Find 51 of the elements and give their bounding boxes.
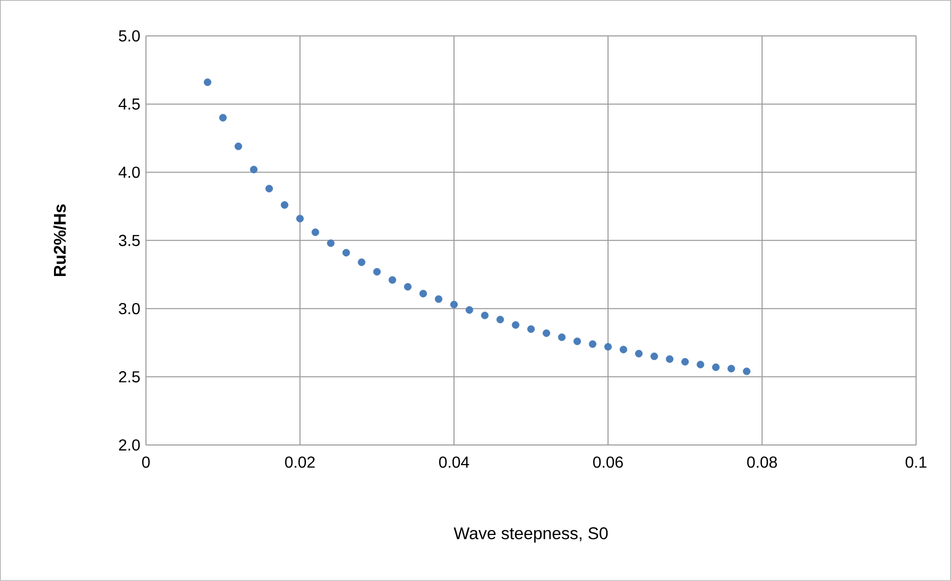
- point: [696, 360, 704, 368]
- point: [373, 268, 381, 276]
- point: [635, 350, 643, 358]
- point: [481, 312, 489, 320]
- y-axis-title: Ru2%/Hs: [53, 204, 66, 276]
- y-tick-label: 3.0: [118, 303, 140, 314]
- point: [527, 325, 535, 333]
- point: [250, 166, 258, 174]
- point: [326, 239, 335, 247]
- point: [358, 258, 366, 266]
- point: [296, 214, 304, 222]
- point: [712, 364, 720, 372]
- y-tick-label: 5.0: [118, 30, 140, 42]
- x-tick-label: 0.02: [285, 456, 315, 468]
- point: [496, 316, 504, 324]
- point: [588, 340, 596, 348]
- point: [419, 290, 427, 298]
- y-tick-label: 4.0: [118, 166, 140, 178]
- point: [666, 355, 674, 363]
- x-tick-label: 0.08: [747, 456, 777, 468]
- point: [742, 368, 750, 376]
- y-tick-label: 3.5: [118, 234, 140, 246]
- point: [234, 142, 242, 150]
- point: [466, 306, 474, 314]
- y-tick-label: 2.0: [119, 439, 140, 451]
- point: [573, 338, 582, 346]
- point: [727, 364, 736, 372]
- x-tick-label: 0: [142, 456, 150, 468]
- point: [388, 276, 396, 284]
- point: [434, 295, 442, 303]
- point: [204, 78, 212, 86]
- point: [542, 329, 550, 337]
- point: [512, 321, 520, 329]
- point: [604, 343, 612, 351]
- x-tick-label: 0.04: [439, 456, 470, 468]
- point: [342, 248, 350, 257]
- point: [280, 201, 288, 209]
- x-axis-title: Wave steepness, S0: [454, 527, 608, 543]
- point: [558, 334, 566, 342]
- point: [681, 358, 689, 366]
- y-tick-label: 2.5: [119, 371, 140, 382]
- point: [450, 300, 458, 308]
- x-tick-label: 0.06: [593, 456, 623, 468]
- point: [650, 352, 658, 360]
- point: [312, 228, 320, 236]
- point: [265, 184, 273, 192]
- x-tick-label: 0.1: [906, 456, 926, 468]
- point: [620, 346, 628, 354]
- point: [404, 283, 412, 291]
- y-tick-label: 4.5: [118, 98, 140, 110]
- point: [219, 114, 227, 122]
